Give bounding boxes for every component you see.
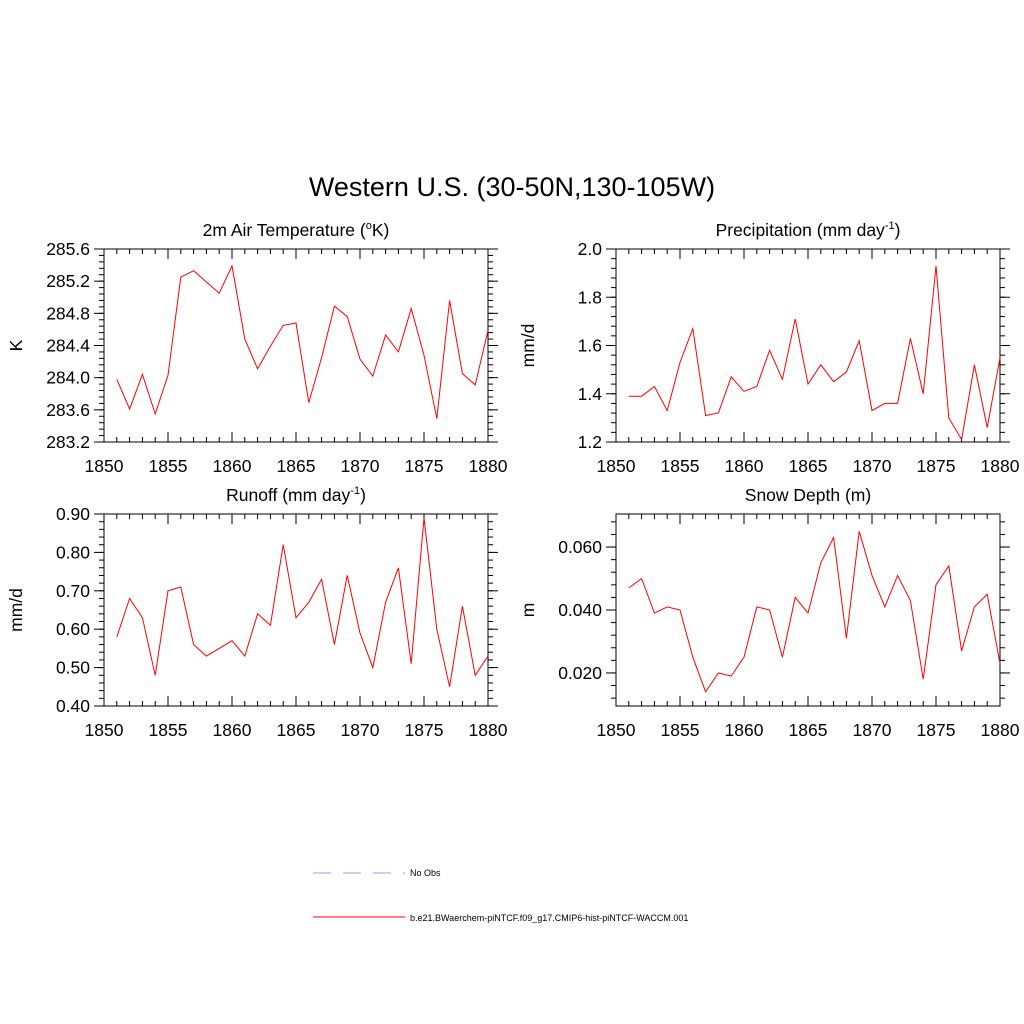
air-temperature-ytick-label: 283.2	[46, 432, 90, 452]
air-temperature-ytick-label: 284.8	[46, 303, 90, 323]
air-temperature-xtick-label: 1880	[469, 456, 508, 476]
runoff-ylabel: mm/d	[6, 588, 26, 632]
air-temperature-xtick-label: 1855	[149, 456, 188, 476]
runoff-series-line	[116, 517, 489, 687]
precipitation-ytick-label: 1.6	[578, 336, 602, 356]
precipitation-xtick-label: 1850	[597, 456, 636, 476]
runoff-frame	[103, 513, 489, 707]
snow-depth-xtick-label: 1850	[597, 720, 636, 740]
air-temperature-ytick-label: 284.4	[46, 336, 90, 356]
precipitation-title: Precipitation (mm day-1)	[716, 220, 901, 240]
legend-model-label: b.e21.BWaerchem-piNTCF.f09_g17.CMIP6-his…	[410, 913, 688, 923]
panel-snow-depth: Snow Depth (m) m 1850 1855 1860 1865 1870 1875 1…	[518, 485, 1020, 740]
runoff-ytick-label: 0.60	[56, 619, 90, 639]
precipitation-xtick-label: 1865	[789, 456, 828, 476]
air-temperature-series-line	[116, 264, 489, 419]
air-temperature-xtick-label: 1860	[213, 456, 252, 476]
precipitation-xtick-label: 1880	[981, 456, 1020, 476]
precipitation-ytick-label: 1.4	[578, 384, 603, 404]
air-temperature-ytick-label: 284.0	[46, 368, 90, 388]
runoff-ytick-label: 0.70	[56, 581, 90, 601]
snow-depth-xtick-label: 1870	[853, 720, 892, 740]
air-temperature-xtick-label: 1865	[277, 456, 316, 476]
runoff-ytick-label: 0.80	[56, 542, 90, 562]
figure-title: Western U.S. (30-50N,130-105W)	[309, 172, 715, 202]
precipitation-xtick-label: 1875	[917, 456, 956, 476]
legend: No Obs b.e21.BWaerchem-piNTCF.f09_g17.CM…	[313, 868, 688, 923]
snow-depth-title: Snow Depth (m)	[745, 485, 871, 505]
runoff-ytick-label: 0.90	[56, 504, 90, 524]
air-temperature-title: 2m Air Temperature (oK)	[203, 220, 390, 240]
runoff-ytick-label: 0.40	[56, 696, 90, 716]
snow-depth-xtick-label: 1865	[789, 720, 828, 740]
snow-depth-ytick-label: 0.020	[558, 663, 602, 683]
precipitation-ytick-label: 1.2	[578, 432, 602, 452]
snow-depth-ytick-label: 0.060	[558, 537, 602, 557]
runoff-xtick-label: 1865	[277, 720, 316, 740]
snow-depth-ytick-label: 0.040	[558, 600, 602, 620]
precipitation-ylabel: mm/d	[518, 324, 538, 368]
precipitation-xtick-label: 1870	[853, 456, 892, 476]
precipitation-ytick-label: 2.0	[578, 239, 603, 259]
air-temperature-ytick-label: 285.2	[46, 271, 90, 291]
precipitation-xtick-label: 1860	[725, 456, 764, 476]
snow-depth-series-line	[628, 531, 1001, 693]
runoff-ytick-label: 0.50	[56, 658, 90, 678]
snow-depth-xtick-label: 1880	[981, 720, 1020, 740]
air-temperature-ytick-label: 283.6	[46, 400, 90, 420]
air-temperature-xtick-label: 1850	[85, 456, 124, 476]
precipitation-xtick-label: 1855	[661, 456, 700, 476]
runoff-xtick-label: 1870	[341, 720, 380, 740]
air-temperature-ytick-label: 285.6	[46, 239, 90, 259]
runoff-xtick-label: 1855	[149, 720, 188, 740]
snow-depth-frame	[615, 513, 1001, 707]
air-temperature-ylabel: K	[6, 339, 26, 351]
precipitation-ytick-label: 1.8	[578, 287, 602, 307]
legend-no-obs-label: No Obs	[410, 868, 441, 878]
air-temperature-frame	[103, 248, 489, 443]
air-temperature-xtick-label: 1875	[405, 456, 444, 476]
panel-air-temperature: 2m Air Temperature (oK) K 1850 1855 1860 1865…	[6, 220, 508, 476]
panel-runoff: Runoff (mm day-1) mm/d 1850 1855 1860 1865 187…	[6, 485, 508, 740]
runoff-xtick-label: 1880	[469, 720, 508, 740]
runoff-title: Runoff (mm day-1)	[226, 485, 366, 505]
runoff-xtick-label: 1875	[405, 720, 444, 740]
panel-precipitation: Precipitation (mm day-1) mm/d 1850 1855 1860…	[518, 220, 1020, 476]
air-temperature-xtick-label: 1870	[341, 456, 380, 476]
snow-depth-xtick-label: 1855	[661, 720, 700, 740]
snow-depth-xtick-label: 1860	[725, 720, 764, 740]
runoff-xtick-label: 1850	[85, 720, 124, 740]
snow-depth-ylabel: m	[518, 603, 538, 618]
runoff-xtick-label: 1860	[213, 720, 252, 740]
snow-depth-xtick-label: 1875	[917, 720, 956, 740]
precipitation-series-line	[628, 265, 1001, 442]
